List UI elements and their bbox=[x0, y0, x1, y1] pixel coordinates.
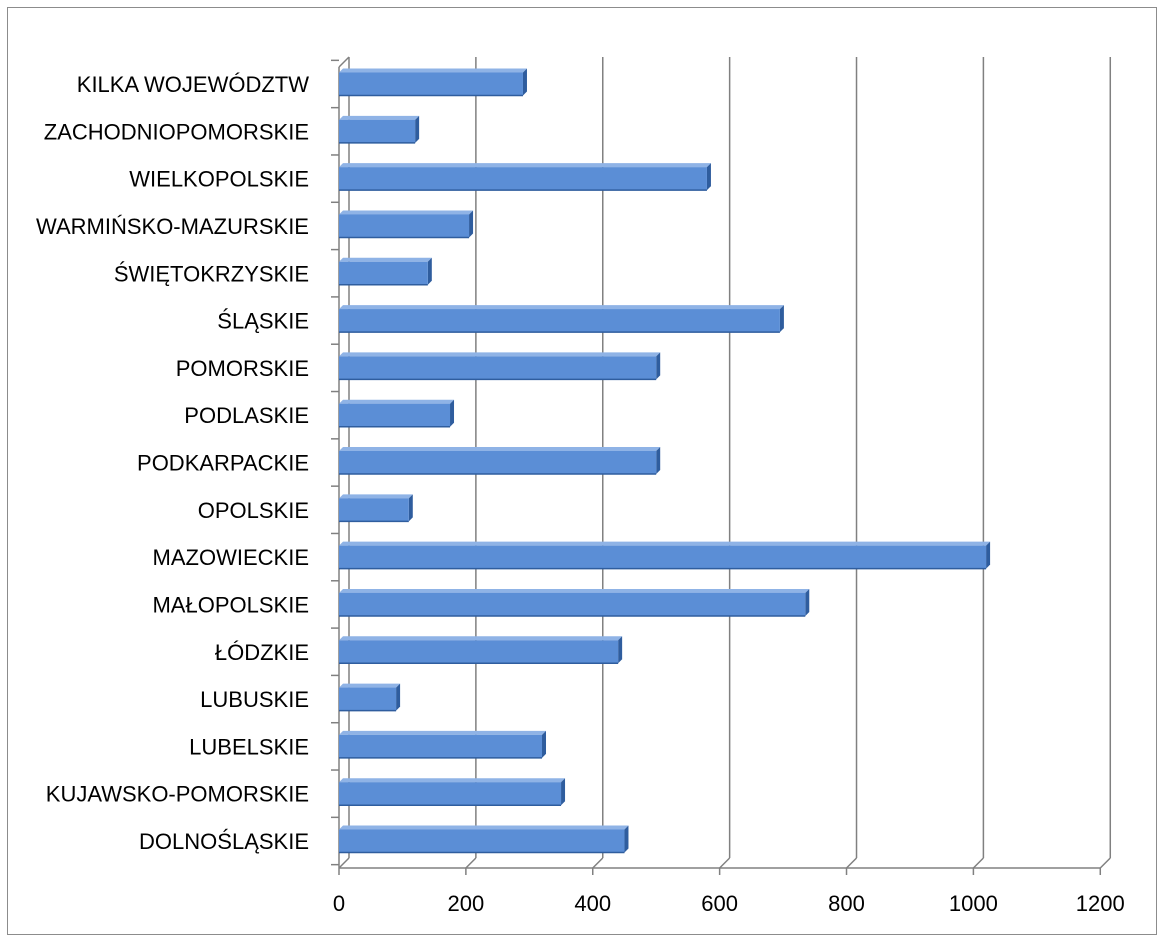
bar bbox=[339, 115, 420, 144]
category-label: WARMIŃSKO-MAZURSKIE bbox=[36, 214, 309, 239]
category-label: KILKA WOJEWÓDZTW bbox=[77, 72, 309, 97]
bar bbox=[339, 778, 566, 806]
bar bbox=[339, 494, 413, 523]
bar bbox=[339, 541, 991, 570]
bar bbox=[339, 257, 432, 286]
category-label: ŁÓDZKIE bbox=[215, 640, 309, 665]
category-label: PODKARPACKIE bbox=[137, 451, 309, 476]
gridline-floor bbox=[465, 857, 477, 869]
gridline-floor bbox=[845, 857, 858, 869]
category-label: MAZOWIECKIE bbox=[153, 545, 309, 570]
category-label: ŚWIĘTOKRZYSKIE bbox=[114, 261, 309, 286]
bar bbox=[339, 399, 455, 428]
category-label: POMORSKIE bbox=[176, 356, 309, 381]
bars bbox=[339, 68, 991, 854]
category-label: DOLNOŚLĄSKIE bbox=[139, 829, 309, 854]
y-axis-top bbox=[338, 56, 350, 68]
bar bbox=[339, 163, 711, 191]
category-label: ZACHODNIOPOMORSKIE bbox=[44, 119, 309, 144]
category-label: LUBUSKIE bbox=[200, 687, 309, 712]
bar bbox=[339, 68, 527, 97]
x-tick-label: 1000 bbox=[949, 891, 998, 916]
category-label: MAŁOPOLSKIE bbox=[152, 592, 309, 617]
gridline-floor bbox=[338, 857, 350, 869]
bar bbox=[339, 825, 629, 854]
bar bbox=[339, 730, 547, 759]
x-tick-labels: 0 200 400 600 800 1000 1200 bbox=[333, 891, 1125, 916]
gridline-floor bbox=[1099, 857, 1111, 869]
gridline-floor bbox=[592, 857, 604, 869]
category-label: PODLASKIE bbox=[184, 403, 309, 428]
x-tick-label: 0 bbox=[333, 891, 345, 916]
bar bbox=[339, 352, 661, 381]
bar bbox=[339, 210, 474, 239]
x-tick-label: 400 bbox=[574, 891, 611, 916]
bar bbox=[339, 683, 401, 712]
gridline-floor bbox=[719, 857, 731, 869]
category-label: KUJAWSKO-POMORSKIE bbox=[46, 782, 309, 807]
gridline-floor bbox=[972, 857, 984, 869]
bar bbox=[339, 636, 623, 664]
category-label: WIELKOPOLSKIE bbox=[129, 167, 309, 192]
x-tick-label: 200 bbox=[448, 891, 485, 916]
x-tick-label: 600 bbox=[701, 891, 738, 916]
x-tick-label: 1200 bbox=[1076, 891, 1125, 916]
bar bbox=[339, 447, 661, 475]
bar bbox=[339, 305, 784, 333]
category-labels: KILKA WOJEWÓDZTW ZACHODNIOPOMORSKIE WIELKO… bbox=[36, 72, 309, 854]
category-label: OPOLSKIE bbox=[198, 498, 309, 523]
bar bbox=[339, 588, 810, 617]
x-tick-label: 800 bbox=[828, 891, 865, 916]
category-label: ŚLĄSKIE bbox=[217, 309, 309, 334]
category-label: LUBELSKIE bbox=[189, 734, 309, 759]
